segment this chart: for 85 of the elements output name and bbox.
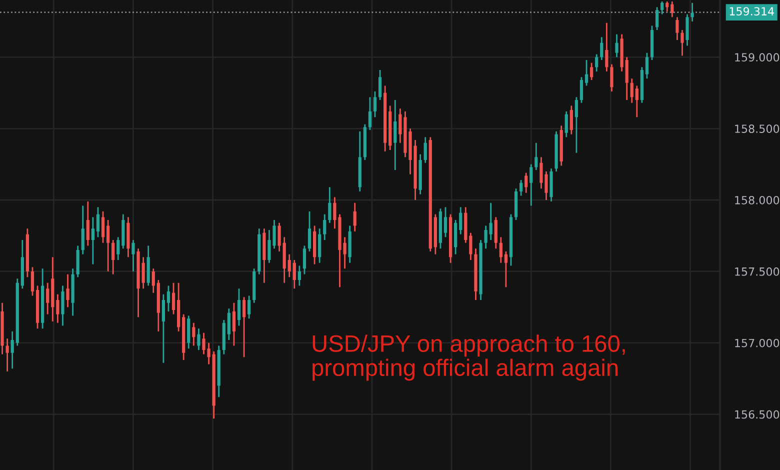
candlestick — [676, 16, 679, 41]
candlestick — [600, 36, 604, 61]
candlestick — [96, 206, 100, 238]
candlestick — [570, 105, 573, 135]
candlestick — [227, 308, 230, 341]
candlestick — [112, 239, 115, 275]
y-tick-label: 158.000 — [735, 196, 780, 204]
candlestick — [328, 186, 332, 224]
candlestick — [630, 78, 634, 104]
candlestick — [524, 172, 528, 194]
candlestick — [610, 64, 614, 92]
candlestick — [132, 239, 135, 272]
ref-line-label: 159.314 — [730, 7, 774, 16]
candlestick — [323, 214, 326, 241]
candlestick — [564, 110, 568, 138]
y-tick-label: 157.000 — [735, 338, 780, 348]
candlestick — [635, 85, 638, 118]
candlestick — [615, 34, 618, 58]
y-tick-label: 156.500 — [735, 410, 780, 419]
candlestick — [519, 179, 523, 196]
candlestick — [91, 216, 94, 265]
candlestick — [489, 202, 492, 241]
candlestick — [499, 236, 502, 264]
candlestick — [584, 59, 588, 86]
candlestick — [494, 216, 498, 250]
candlestick — [378, 69, 382, 101]
candlestick — [424, 136, 427, 164]
candlestick — [444, 206, 448, 238]
candlestick — [302, 245, 306, 275]
candlestick — [645, 52, 649, 80]
candlestick — [81, 205, 84, 255]
candlestick — [162, 294, 166, 364]
candlestick — [368, 96, 372, 131]
candlestick — [353, 202, 356, 232]
candlestick — [308, 210, 312, 252]
y-tick-label: 158.500 — [735, 124, 780, 133]
candlestick — [605, 22, 608, 72]
candlestick — [101, 210, 105, 244]
candlestick — [298, 265, 301, 286]
candlestick — [10, 330, 14, 370]
candlestick — [580, 76, 584, 104]
candlestick — [670, 0, 674, 18]
candlestick — [30, 266, 34, 296]
candlestick — [152, 268, 155, 294]
candlestick — [534, 142, 538, 171]
candlestick — [61, 285, 64, 326]
candlestick — [398, 108, 402, 144]
annotation: USD/JPY on approach to 160, prompting official alarm again — [312, 334, 625, 381]
candlestick — [686, 14, 689, 46]
y-tick-label: 159.000 — [735, 53, 780, 62]
candlestick — [106, 219, 110, 272]
candlestick — [655, 6, 659, 31]
candlestick — [660, 0, 664, 15]
candlestick — [237, 288, 241, 326]
candlestick — [292, 259, 296, 290]
candlestick — [116, 236, 120, 261]
candlestick — [595, 54, 598, 72]
candlestick — [232, 302, 236, 346]
candlestick — [574, 96, 578, 154]
candlestick — [530, 164, 533, 206]
candlestick — [166, 285, 170, 312]
candlestick — [56, 294, 60, 324]
candlestick — [192, 322, 196, 346]
candlestick — [248, 295, 251, 320]
candlestick — [46, 282, 50, 315]
candlestick — [278, 222, 281, 252]
candlestick — [394, 99, 397, 171]
candlestick — [242, 296, 246, 358]
y-tick-label: 157.500 — [735, 267, 780, 276]
candlestick — [690, 2, 694, 22]
candlestick — [373, 90, 377, 118]
candlestick — [625, 56, 628, 101]
candlestick — [469, 232, 472, 261]
candlestick — [680, 29, 684, 56]
candlestick — [66, 274, 70, 308]
candlestick — [590, 62, 594, 81]
candlestick — [318, 228, 322, 264]
candlestick — [484, 225, 488, 250]
candlestick — [6, 338, 9, 372]
candlestick — [172, 282, 176, 315]
candlestick — [459, 206, 462, 235]
candlestick — [288, 254, 291, 278]
candlestick — [86, 200, 90, 246]
candlestick — [197, 328, 200, 351]
candlestick — [504, 250, 508, 288]
